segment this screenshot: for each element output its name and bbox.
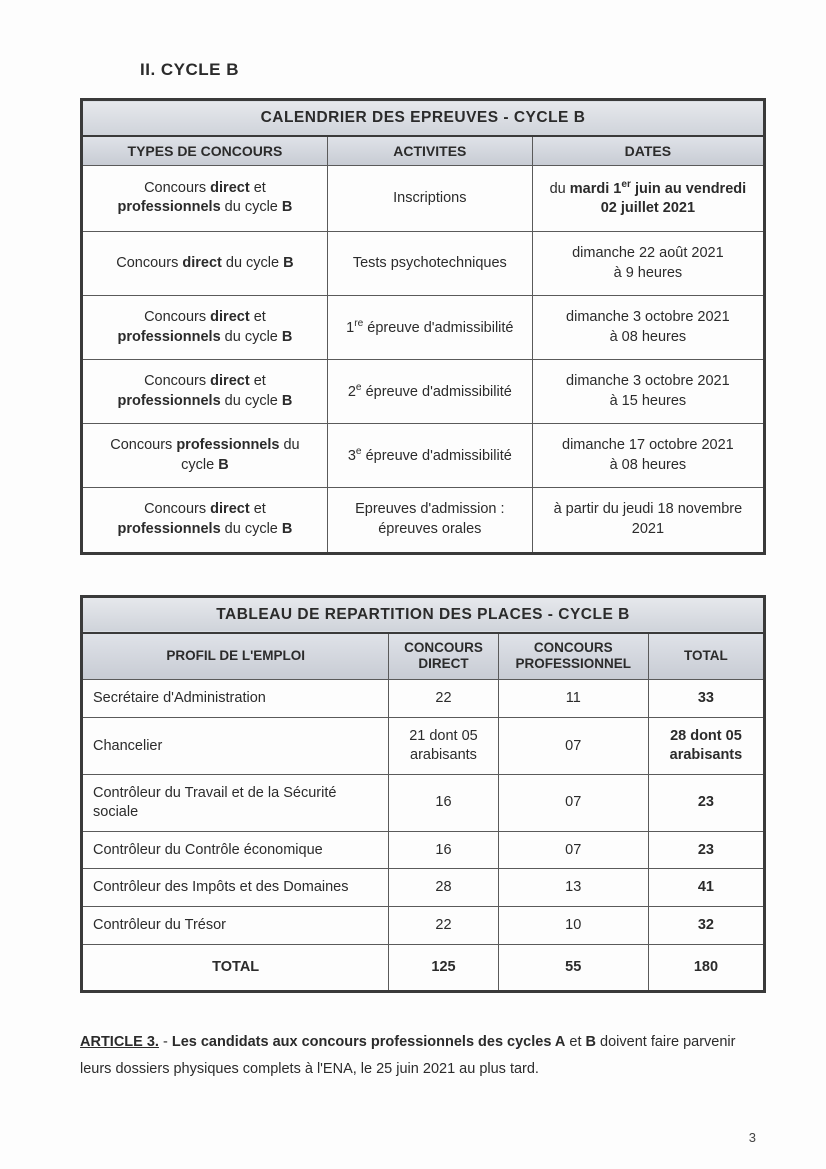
calendar-row: Concours direct et professionnels du cyc… (82, 166, 765, 232)
calendar-cell-type: Concours direct du cycle B (82, 231, 328, 295)
calendar-table: CALENDRIER DES EPREUVES - CYCLE B TYPES … (80, 98, 766, 555)
calendar-col-activities: ACTIVITES (327, 136, 532, 166)
article-body: - Les candidats aux concours professionn… (80, 1034, 735, 1078)
section-title: II. CYCLE B (140, 60, 766, 80)
places-row: Contrôleur du Trésor221032 (82, 907, 765, 945)
calendar-col-dates: DATES (532, 136, 764, 166)
places-cell-profile: Contrôleur du Travail et de la Sécurité … (82, 774, 389, 831)
calendar-cell-type: Concours direct et professionnels du cyc… (82, 360, 328, 424)
places-cell-prof: 10 (498, 907, 648, 945)
places-cell-profile: Secrétaire d'Administration (82, 680, 389, 718)
calendar-cell-type: Concours direct et professionnels du cyc… (82, 166, 328, 232)
places-total-row: TOTAL12555180 (82, 945, 765, 992)
article-3: ARTICLE 3. - Les candidats aux concours … (80, 1029, 766, 1084)
places-row: Chancelier21 dont 05 arabisants0728 dont… (82, 718, 765, 775)
places-cell-profile: Contrôleur des Impôts et des Domaines (82, 869, 389, 907)
places-total-cell: TOTAL (82, 945, 389, 992)
places-cell-total: 41 (648, 869, 764, 907)
calendar-cell-activity: 3e épreuve d'admissibilité (327, 424, 532, 488)
calendar-cell-activity: 2e épreuve d'admissibilité (327, 360, 532, 424)
places-cell-prof: 07 (498, 718, 648, 775)
places-cell-direct: 22 (389, 907, 498, 945)
calendar-cell-type: Concours direct et professionnels du cyc… (82, 488, 328, 553)
calendar-cell-date: dimanche 3 octobre 2021à 08 heures (532, 296, 764, 360)
calendar-cell-type: Concours professionnels du cycle B (82, 424, 328, 488)
places-cell-total: 23 (648, 774, 764, 831)
places-total-cell: 125 (389, 945, 498, 992)
places-title: TABLEAU DE REPARTITION DES PLACES - CYCL… (82, 596, 765, 633)
places-cell-prof: 07 (498, 831, 648, 869)
calendar-cell-activity: Inscriptions (327, 166, 532, 232)
calendar-col-types: TYPES DE CONCOURS (82, 136, 328, 166)
places-cell-direct: 22 (389, 680, 498, 718)
places-col-header: CONCOURSDIRECT (389, 633, 498, 680)
calendar-title: CALENDRIER DES EPREUVES - CYCLE B (82, 100, 765, 137)
calendar-cell-date: dimanche 3 octobre 2021à 15 heures (532, 360, 764, 424)
places-cell-profile: Contrôleur du Contrôle économique (82, 831, 389, 869)
places-cell-total: 23 (648, 831, 764, 869)
places-cell-total: 28 dont 05 arabisants (648, 718, 764, 775)
places-col-header: PROFIL DE L'EMPLOI (82, 633, 389, 680)
calendar-cell-date: dimanche 17 octobre 2021à 08 heures (532, 424, 764, 488)
calendar-row: Concours direct et professionnels du cyc… (82, 488, 765, 553)
calendar-cell-activity: Epreuves d'admission :épreuves orales (327, 488, 532, 553)
places-table: TABLEAU DE REPARTITION DES PLACES - CYCL… (80, 595, 766, 993)
places-row: Contrôleur du Contrôle économique160723 (82, 831, 765, 869)
article-lead: ARTICLE 3. (80, 1034, 159, 1050)
page-number: 3 (749, 1130, 756, 1145)
places-col-header: TOTAL (648, 633, 764, 680)
calendar-row: Concours professionnels du cycle B3e épr… (82, 424, 765, 488)
calendar-cell-type: Concours direct et professionnels du cyc… (82, 296, 328, 360)
places-cell-prof: 07 (498, 774, 648, 831)
places-row: Contrôleur du Travail et de la Sécurité … (82, 774, 765, 831)
calendar-row: Concours direct et professionnels du cyc… (82, 296, 765, 360)
places-total-cell: 55 (498, 945, 648, 992)
places-cell-direct: 21 dont 05 arabisants (389, 718, 498, 775)
places-row: Secrétaire d'Administration221133 (82, 680, 765, 718)
places-cell-direct: 28 (389, 869, 498, 907)
calendar-row: Concours direct et professionnels du cyc… (82, 360, 765, 424)
places-cell-direct: 16 (389, 831, 498, 869)
places-cell-profile: Chancelier (82, 718, 389, 775)
calendar-cell-activity: Tests psychotechniques (327, 231, 532, 295)
calendar-row: Concours direct du cycle BTests psychote… (82, 231, 765, 295)
places-cell-prof: 13 (498, 869, 648, 907)
calendar-cell-activity: 1re épreuve d'admissibilité (327, 296, 532, 360)
places-cell-total: 33 (648, 680, 764, 718)
places-row: Contrôleur des Impôts et des Domaines281… (82, 869, 765, 907)
calendar-cell-date: à partir du jeudi 18 novembre 2021 (532, 488, 764, 553)
calendar-cell-date: du mardi 1er juin au vendredi 02 juillet… (532, 166, 764, 232)
places-cell-profile: Contrôleur du Trésor (82, 907, 389, 945)
places-cell-total: 32 (648, 907, 764, 945)
places-col-header: CONCOURSPROFESSIONNEL (498, 633, 648, 680)
calendar-cell-date: dimanche 22 août 2021à 9 heures (532, 231, 764, 295)
places-total-cell: 180 (648, 945, 764, 992)
places-cell-prof: 11 (498, 680, 648, 718)
places-cell-direct: 16 (389, 774, 498, 831)
